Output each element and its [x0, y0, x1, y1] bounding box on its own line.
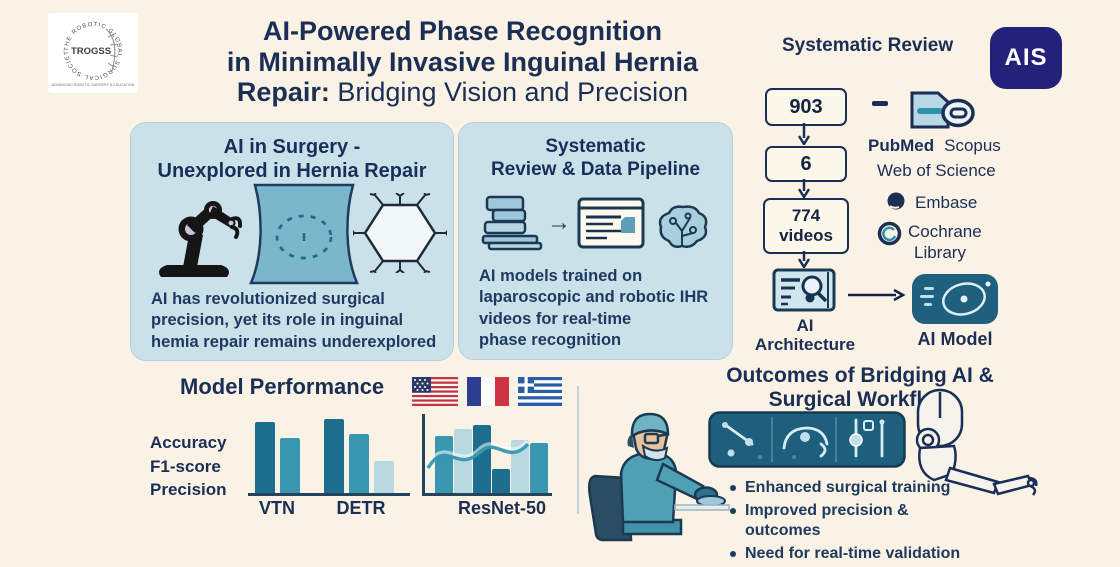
bar-chart-resnet [422, 414, 552, 496]
flag-greece-icon [518, 377, 562, 406]
arrow-down-icon [797, 123, 811, 145]
surgical-phase-console [708, 411, 906, 468]
trogss-acronym: TROGSS [71, 46, 111, 57]
ai-architecture-label: AI Architecture [754, 316, 856, 354]
embase-label: Embase [915, 193, 978, 212]
metric-f1score: F1-score [150, 457, 221, 476]
flag-france-icon [467, 377, 509, 406]
mesh-molecule-icon [353, 193, 447, 273]
surgeon-illustration [587, 412, 730, 542]
country-flags [412, 377, 562, 406]
dash-connector [872, 101, 888, 106]
annotation-window-icon [577, 197, 645, 249]
bullet-dot [730, 551, 736, 557]
arrow-right-icon [848, 288, 906, 302]
bar-resnet-50 [454, 429, 472, 493]
panel-pipeline-body: AI models trained on laparoscopic and ro… [479, 267, 709, 350]
bar-resnet-50 [492, 469, 510, 493]
xlabel-detr: DETR [336, 498, 386, 518]
cochrane-label: Cochrane Library [908, 222, 982, 263]
xlabel-vtn: VTN [259, 498, 295, 518]
abdomen-illustration [249, 183, 359, 285]
bar-chart-vtn-detr [248, 414, 410, 496]
document-search-icon [910, 91, 975, 129]
panel-data-pipeline: Systematic Review & Data Pipeline → [458, 122, 733, 360]
bar-group-detr [324, 419, 394, 493]
title-line3-bold: Repair: [236, 77, 330, 107]
title-line2: in Minimally Invasive Inguinal Hernia [226, 46, 699, 77]
ais-logo-badge: AIS [990, 27, 1062, 89]
xlabel-resnet50: ResNet-50 [457, 498, 547, 518]
bar-resnet-50 [435, 436, 453, 493]
flow-box-903: 903 [765, 88, 847, 126]
bullet-item: Need for real-time validation [730, 544, 980, 564]
title-line3: Repair: Bridging Vision and Precision [150, 77, 775, 108]
brain-icon [658, 205, 708, 249]
bullet-item: Improved precision & outcomes [730, 501, 980, 541]
bullet-dot [730, 485, 736, 491]
metric-accuracy: Accuracy [150, 433, 227, 452]
flow-box-6: 6 [765, 146, 847, 182]
outcomes-bullets: Enhanced surgical training Improved prec… [730, 478, 980, 567]
title-line3-rest: Bridging Vision and Precision [337, 77, 689, 107]
web-of-science-label: Web of Science [877, 161, 996, 180]
model-performance-title: Model Performance [180, 374, 385, 399]
ais-badge-label: AIS [1004, 44, 1048, 71]
metric-precision: Precision [150, 480, 227, 499]
ai-model-label: AI Model [917, 329, 993, 349]
trogss-logo: THE ROBOTIC GLOBAL SURGICAL SOCIETY TROG… [45, 9, 138, 93]
bullet-dot [730, 508, 736, 514]
bar-detr [324, 419, 344, 493]
embase-icon [887, 192, 905, 210]
trogss-tagline: ADVANCING ROBOTIC SURGERY & EDUCATION [52, 83, 135, 87]
page-title: AI-Powered Phase Recognition in Minimall… [150, 16, 775, 108]
flag-usa-icon [412, 377, 458, 406]
video-stack-icon [481, 195, 543, 251]
bar-resnet-50 [473, 425, 491, 493]
panel-surgery-title: AI in Surgery - Unexplored in Hernia Rep… [157, 136, 427, 182]
bar-resnet-50 [511, 440, 529, 493]
trogss-logo-art: THE ROBOTIC GLOBAL SURGICAL SOCIETY TROG… [45, 9, 135, 87]
bar-resnet-50 [530, 443, 548, 493]
robot-arm-icon [159, 201, 242, 277]
systematic-review-heading: Systematic Review [782, 35, 954, 56]
bar-group-vtn [255, 422, 300, 493]
robot-arm-right-illustration [915, 388, 1038, 496]
bullet-item: Enhanced surgical training [730, 478, 980, 498]
section-divider [577, 386, 579, 514]
branch-decoration [105, 28, 118, 72]
scopus-label: Scopus [944, 136, 1001, 155]
bar-detr [349, 434, 369, 493]
flow-box-774-videos: 774 videos [763, 198, 849, 254]
databases-row1: PubMed Scopus [868, 136, 1001, 156]
pubmed-label: PubMed [868, 136, 935, 155]
arrow-right-icon: → [547, 209, 571, 236]
panel-surgery-body: AI has revolutionized surgical precision… [151, 290, 437, 351]
bar-vtn [255, 422, 275, 493]
title-line1: AI-Powered Phase Recognition [262, 16, 663, 46]
panel-pipeline-title: Systematic Review & Data Pipeline [490, 136, 701, 180]
ai-architecture-icon [772, 268, 836, 312]
arrow-down-icon [797, 179, 811, 198]
cochrane-icon [877, 221, 902, 246]
ai-model-icon [912, 274, 998, 324]
bar-detr [374, 461, 394, 493]
bar-group-resnet [435, 425, 548, 493]
outcomes-title: Outcomes of Bridging AI & Surgical Workf… [726, 364, 994, 411]
bar-vtn [280, 438, 300, 493]
arrow-down-icon [797, 251, 811, 268]
panel-ai-in-surgery: AI in Surgery - Unexplored in Hernia Rep… [130, 122, 454, 361]
